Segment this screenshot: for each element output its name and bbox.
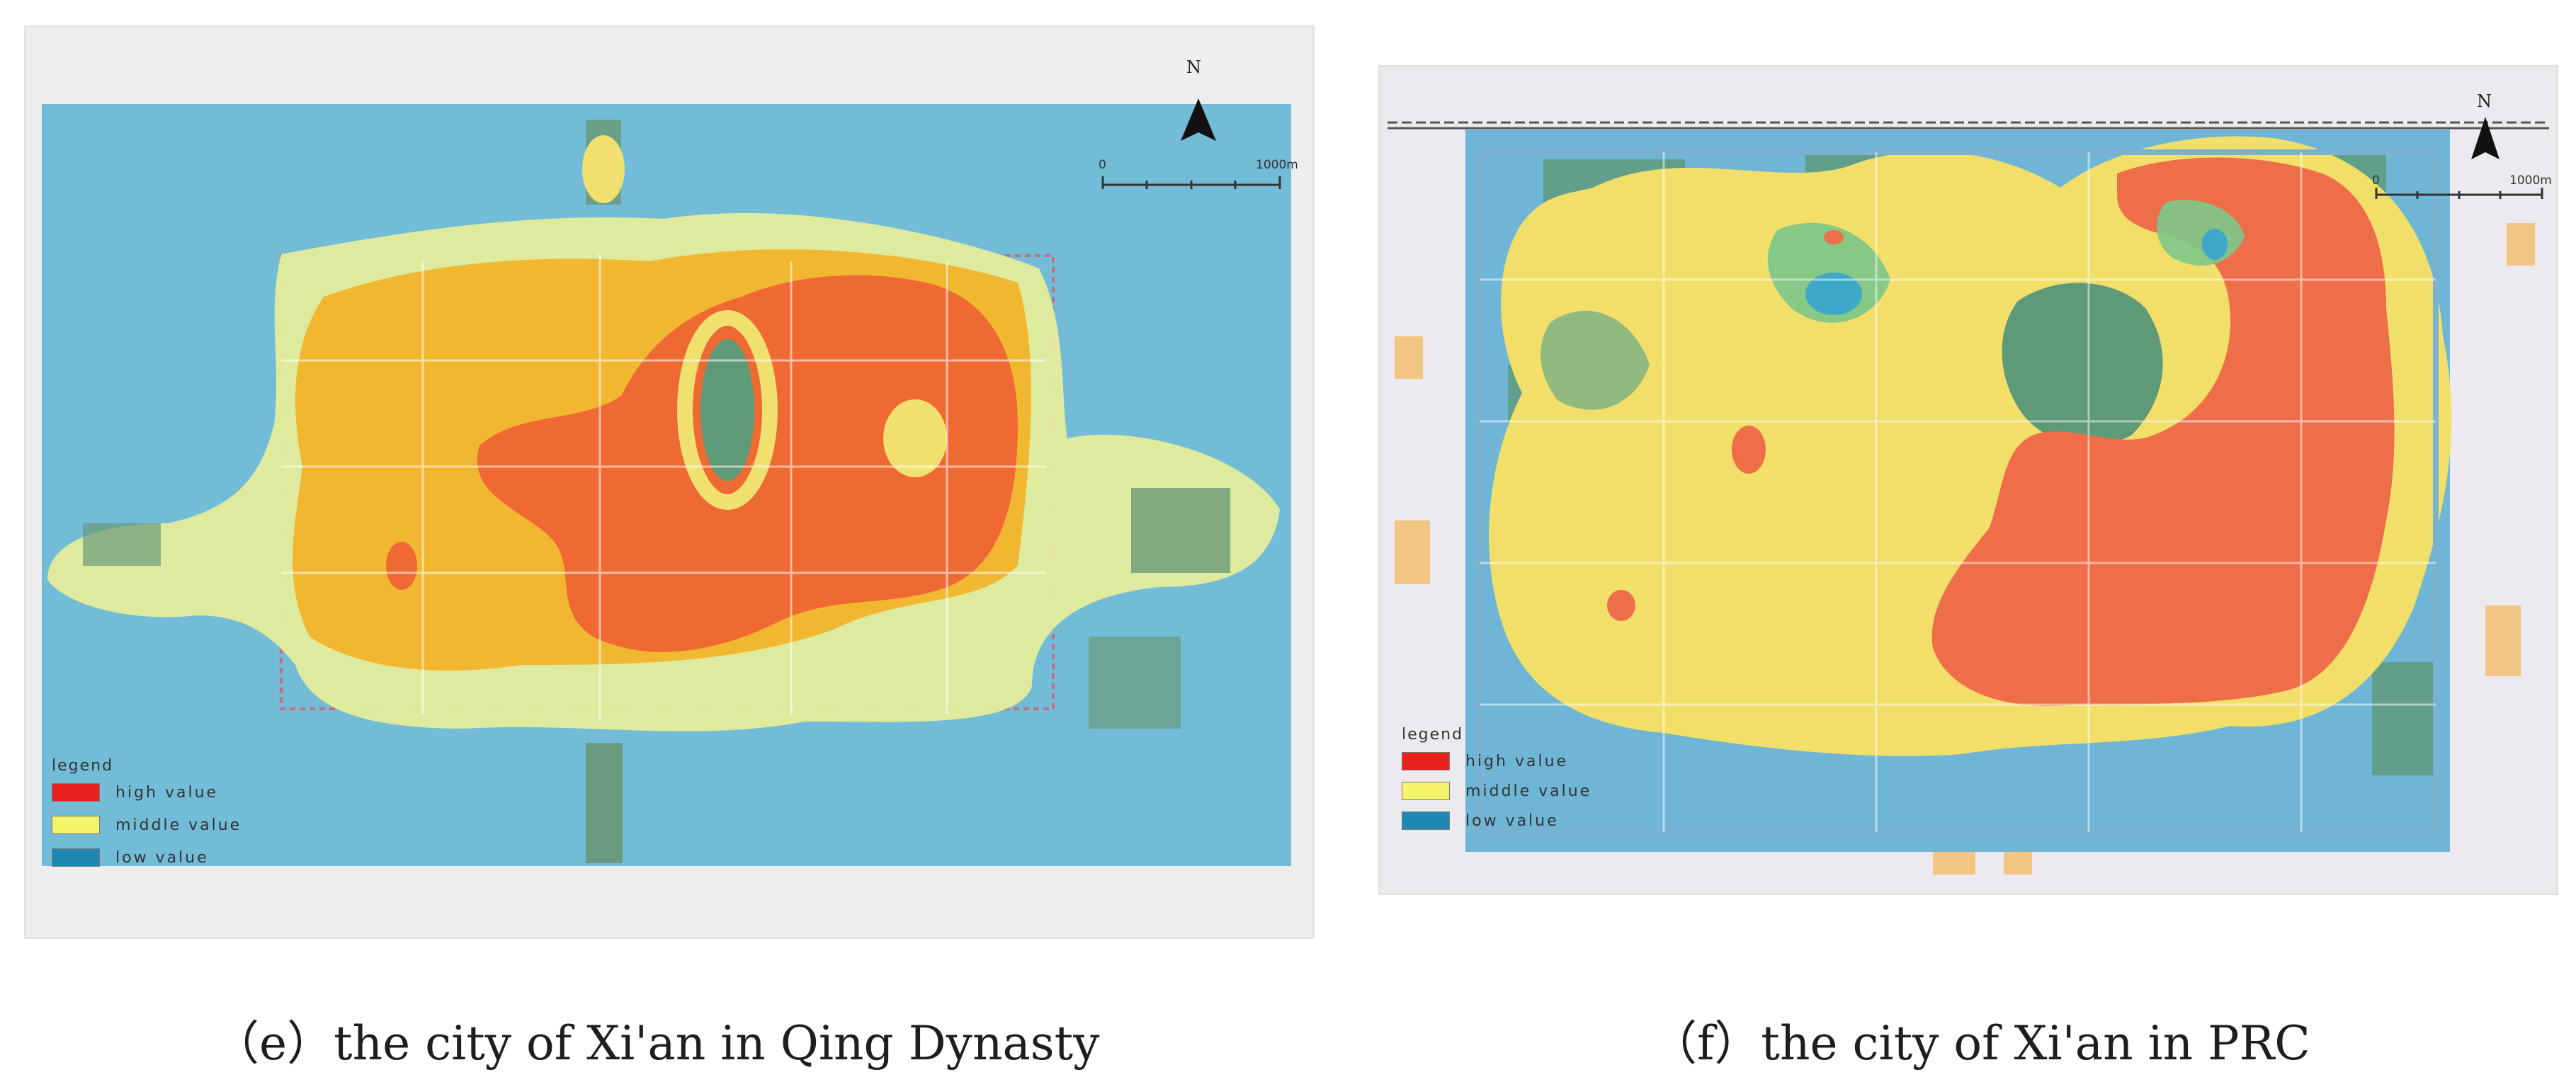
north-arrow-icon (2471, 117, 2500, 159)
caption-prc: （f）the city of Xi'an in PRC (1650, 1016, 2310, 1071)
legend-swatch-middle (52, 816, 100, 834)
legend-item-low: low value (1402, 812, 1591, 830)
high-value-area (1931, 157, 2395, 706)
scale-bar-graphic (1101, 176, 1281, 189)
legend-label-low: low value (115, 848, 209, 867)
legend-title: legend (52, 757, 114, 775)
legend-label-low: low value (1465, 812, 1559, 830)
low-value-hole (2002, 283, 2163, 446)
legend-label-middle: middle value (115, 816, 242, 834)
legend-swatch-high (52, 783, 100, 802)
legend-item-high: high value (1402, 752, 1591, 770)
legend-swatch-low (1402, 812, 1450, 830)
scale-end: 1000m (1256, 158, 1298, 172)
legend-item-high: high value (52, 783, 242, 802)
map-panel-prc: N 0 1000m legend high value middle value… (1378, 65, 2558, 895)
north-label: N (1186, 57, 1201, 77)
legend-label-middle: middle value (1465, 782, 1592, 800)
legend: legend high value middle value low value (52, 757, 242, 881)
railway-line (1388, 121, 2549, 130)
north-arrow-icon (1181, 98, 1216, 141)
map-panel-qing: N 0 1000m legend high value middle value… (24, 25, 1315, 939)
legend-swatch-high (1402, 752, 1450, 770)
prc-heatmap-map (1380, 67, 2556, 893)
legend-label-high: high value (1465, 752, 1569, 770)
legend-label-high: high value (115, 783, 219, 802)
legend-item-middle: middle value (1402, 782, 1591, 800)
legend-item-low: low value (52, 848, 242, 867)
scale-end: 1000m (2509, 173, 2552, 188)
scale-start: 0 (1099, 158, 1106, 172)
high-value-area (477, 275, 1018, 652)
legend-item-middle: middle value (52, 816, 242, 834)
legend-swatch-low (52, 848, 100, 867)
legend: legend high value middle value low value (1402, 726, 1591, 841)
low-value-hole (700, 339, 754, 481)
scale-start: 0 (2372, 173, 2380, 188)
legend-title: legend (1402, 726, 1464, 744)
scale-bar-graphic (2375, 188, 2543, 199)
qing-heatmap-map (26, 28, 1312, 937)
caption-qing: （e）the city of Xi'an in Qing Dynasty (212, 1016, 1100, 1071)
legend-swatch-middle (1402, 782, 1450, 800)
north-label: N (2477, 91, 2492, 111)
